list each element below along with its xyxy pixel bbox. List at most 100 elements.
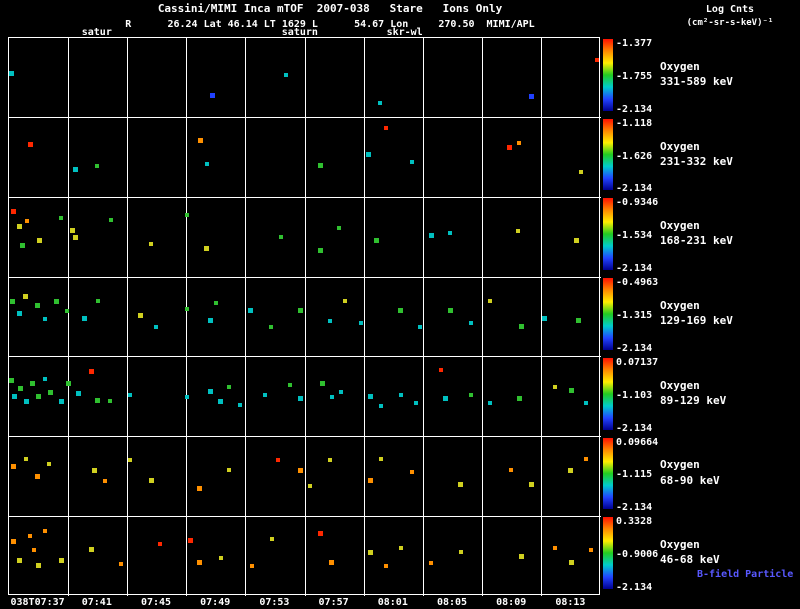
data-point xyxy=(36,394,42,400)
data-point xyxy=(584,456,589,461)
colorbar-label-max: 0.09664 xyxy=(616,436,659,448)
data-point xyxy=(42,377,47,382)
colorbar-label-mid: -1.534 xyxy=(616,230,653,242)
data-point xyxy=(270,536,275,541)
data-point xyxy=(237,402,242,407)
grid-line-h xyxy=(9,436,601,438)
data-point xyxy=(447,308,453,314)
data-point xyxy=(506,144,512,150)
colorbar-label-max: -1.377 xyxy=(616,38,653,49)
grid-line-v xyxy=(304,38,306,596)
colorbar-label-max: 0.3328 xyxy=(616,516,653,528)
data-point xyxy=(65,381,71,387)
data-point xyxy=(468,321,473,326)
data-point xyxy=(367,549,373,555)
colorbar-label-min: -2.134 xyxy=(616,582,653,593)
data-point xyxy=(95,299,100,304)
data-point xyxy=(418,324,423,329)
data-point xyxy=(188,537,194,543)
data-point xyxy=(487,401,492,406)
data-point xyxy=(337,225,342,230)
grid-line-v xyxy=(186,38,188,596)
data-point xyxy=(552,546,557,551)
colorbar-label-min: -2.134 xyxy=(616,342,653,354)
colorbar-label-mid: -1.103 xyxy=(616,389,653,401)
data-point xyxy=(207,318,213,324)
data-point xyxy=(70,228,76,234)
energy-band-label: Oxygen 68-90 keV xyxy=(660,459,720,486)
data-point xyxy=(373,237,379,243)
data-point xyxy=(209,92,215,98)
data-point xyxy=(398,393,403,398)
data-point xyxy=(18,386,24,392)
x-tick-label: 08:09 xyxy=(496,597,527,608)
data-point xyxy=(42,528,47,533)
data-point xyxy=(528,94,534,100)
species-label: Oxygen xyxy=(660,139,700,153)
data-point xyxy=(24,219,29,224)
data-point xyxy=(92,467,98,473)
data-point xyxy=(457,481,463,487)
data-point xyxy=(227,468,232,473)
data-point xyxy=(398,546,403,551)
colorbar-label-min: -2.134 xyxy=(616,183,653,195)
species-label: Oxygen xyxy=(660,458,700,472)
x-tick-label: 07:49 xyxy=(200,597,231,608)
data-point xyxy=(184,212,189,217)
energy-band-label: Oxygen 89-129 keV xyxy=(660,378,727,407)
x-tick-label: 07:57 xyxy=(318,597,349,608)
energy-range-label: 89-129 keV xyxy=(660,393,727,407)
data-point xyxy=(34,303,40,309)
data-point xyxy=(31,547,36,552)
data-point xyxy=(378,456,383,461)
energy-band-label: Oxygen 331-589 keV xyxy=(660,60,733,88)
data-point xyxy=(428,233,434,239)
data-point xyxy=(518,553,524,559)
data-point xyxy=(248,308,254,314)
data-point xyxy=(576,318,581,324)
data-point xyxy=(343,299,348,304)
data-point xyxy=(328,458,333,463)
data-point xyxy=(595,57,599,62)
data-point xyxy=(94,163,99,168)
data-point xyxy=(28,141,34,147)
colorbar-label-max: -0.9346 xyxy=(616,197,659,209)
data-point xyxy=(568,560,574,566)
grid-line-h xyxy=(9,356,601,358)
data-point xyxy=(23,293,29,299)
data-point xyxy=(24,398,30,404)
data-point xyxy=(384,126,389,131)
legend-units: (cm²-sr-s-keV)⁻¹ xyxy=(686,18,774,28)
data-point xyxy=(128,458,133,463)
data-point xyxy=(516,395,522,401)
grid-line-v xyxy=(126,38,128,596)
data-point xyxy=(458,550,463,555)
grid-line-h xyxy=(9,276,601,278)
data-point xyxy=(184,394,189,399)
energy-band-label: Oxygen 231-332 keV xyxy=(660,139,733,168)
data-point xyxy=(487,299,492,304)
data-point xyxy=(338,389,343,394)
species-label: Oxygen xyxy=(660,219,700,233)
data-point xyxy=(58,557,64,563)
data-point xyxy=(108,217,113,222)
data-point xyxy=(16,311,22,317)
data-point xyxy=(42,316,47,321)
data-point xyxy=(9,70,14,76)
grid-line-h xyxy=(9,117,601,119)
energy-range-label: 46-68 keV xyxy=(660,553,720,567)
data-point xyxy=(37,237,43,243)
energy-band-label: Oxygen 46-68 keV xyxy=(660,539,720,566)
data-point xyxy=(414,401,419,406)
energy-range-label: 129-169 keV xyxy=(660,314,733,328)
colorbar-label-min: -2.134 xyxy=(616,103,653,115)
species-label: Oxygen xyxy=(660,378,700,392)
data-point xyxy=(584,401,589,406)
data-point xyxy=(197,137,203,143)
colorbar-label-max: -0.4963 xyxy=(616,277,659,289)
data-point xyxy=(552,385,557,390)
data-point xyxy=(148,477,154,483)
data-point xyxy=(439,368,444,373)
data-point xyxy=(82,316,88,322)
energy-range-label: 231-332 keV xyxy=(660,154,733,168)
